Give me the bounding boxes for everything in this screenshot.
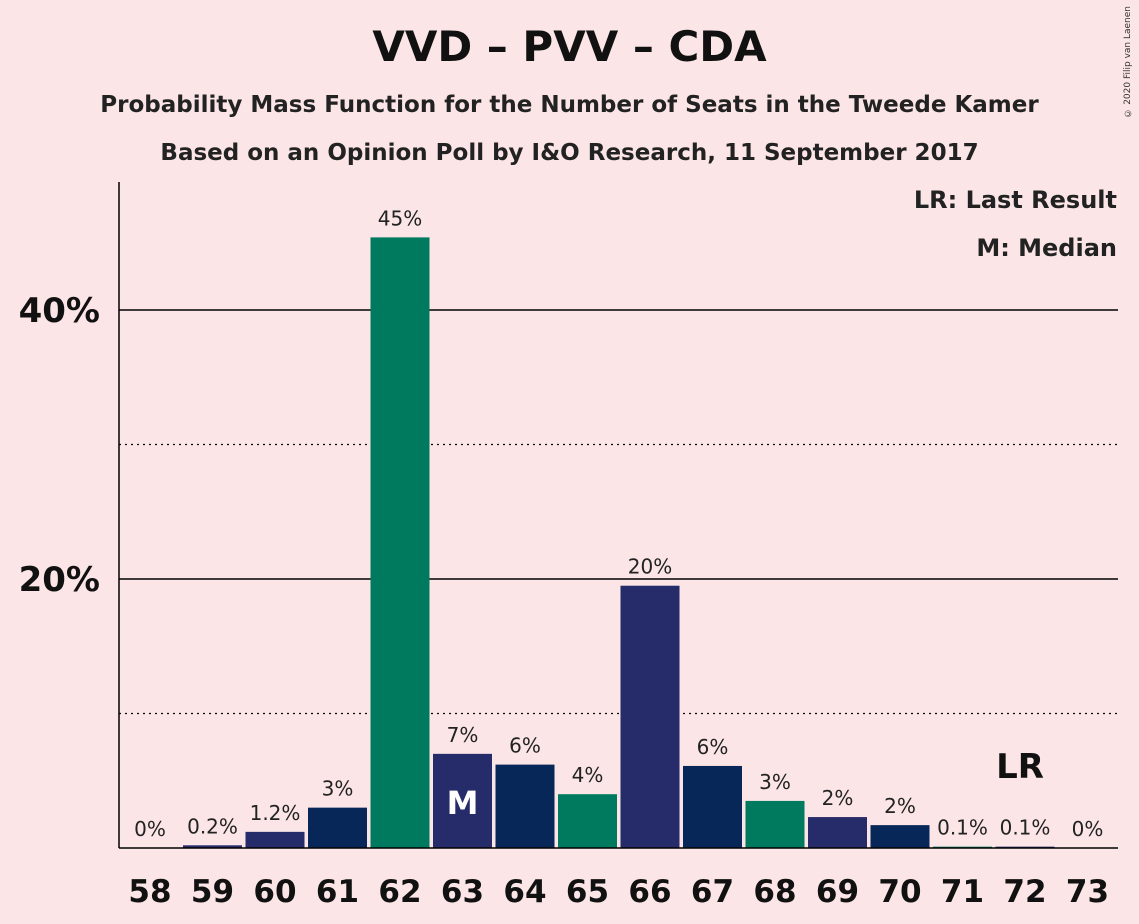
bar bbox=[308, 807, 367, 848]
data-label: 0.2% bbox=[187, 814, 238, 838]
data-label: 4% bbox=[572, 763, 604, 787]
x-tick-label: 58 bbox=[128, 874, 171, 910]
bar bbox=[870, 825, 930, 848]
chart-title: VVD – PVV – CDA bbox=[372, 22, 767, 71]
data-label: 20% bbox=[628, 555, 672, 579]
x-tick-label: 72 bbox=[1003, 874, 1046, 910]
chart-source: Based on an Opinion Poll by I&O Research… bbox=[160, 140, 979, 166]
data-label: 6% bbox=[697, 735, 729, 759]
data-label: 0% bbox=[1072, 817, 1104, 841]
bar bbox=[745, 800, 805, 848]
x-tick-label: 63 bbox=[441, 874, 484, 910]
data-label: 0% bbox=[134, 817, 166, 841]
legend-last-result: LR: Last Result bbox=[913, 186, 1117, 214]
x-tick-label: 64 bbox=[503, 874, 546, 910]
y-tick-label: 40% bbox=[19, 291, 100, 331]
x-tick-label: 70 bbox=[878, 874, 921, 910]
x-tick-label: 68 bbox=[753, 874, 796, 910]
x-tick-label: 62 bbox=[378, 874, 421, 910]
data-label: 1.2% bbox=[250, 801, 301, 825]
data-label: 2% bbox=[822, 786, 854, 810]
chart-subtitle: Probability Mass Function for the Number… bbox=[100, 92, 1039, 118]
data-label: 2% bbox=[884, 794, 916, 818]
x-tick-label: 71 bbox=[941, 874, 984, 910]
data-label: 7% bbox=[447, 723, 479, 747]
bar bbox=[433, 753, 492, 848]
data-label: 6% bbox=[509, 734, 541, 758]
last-result-marker: LR bbox=[996, 747, 1044, 787]
x-tick-label: 61 bbox=[316, 874, 359, 910]
x-tick-label: 73 bbox=[1066, 874, 1109, 910]
bar bbox=[495, 764, 555, 848]
bar bbox=[683, 765, 742, 848]
x-tick-label: 60 bbox=[253, 874, 296, 910]
bar bbox=[370, 237, 430, 848]
data-label: 3% bbox=[322, 777, 354, 801]
x-tick-label: 59 bbox=[191, 874, 234, 910]
legend-median: M: Median bbox=[976, 234, 1117, 262]
y-tick-label: 20% bbox=[19, 560, 100, 600]
data-label: 0.1% bbox=[937, 816, 988, 840]
data-label: 45% bbox=[378, 206, 422, 230]
bar bbox=[620, 585, 680, 848]
data-label: 3% bbox=[759, 770, 791, 794]
bar bbox=[245, 831, 305, 848]
x-tick-label: 66 bbox=[628, 874, 671, 910]
data-label: 0.1% bbox=[1000, 816, 1051, 840]
x-tick-label: 65 bbox=[566, 874, 609, 910]
bar bbox=[183, 845, 242, 848]
x-tick-label: 67 bbox=[691, 874, 734, 910]
bar bbox=[558, 794, 617, 848]
bar bbox=[808, 817, 867, 848]
median-marker: M bbox=[447, 784, 479, 822]
x-tick-label: 69 bbox=[816, 874, 859, 910]
